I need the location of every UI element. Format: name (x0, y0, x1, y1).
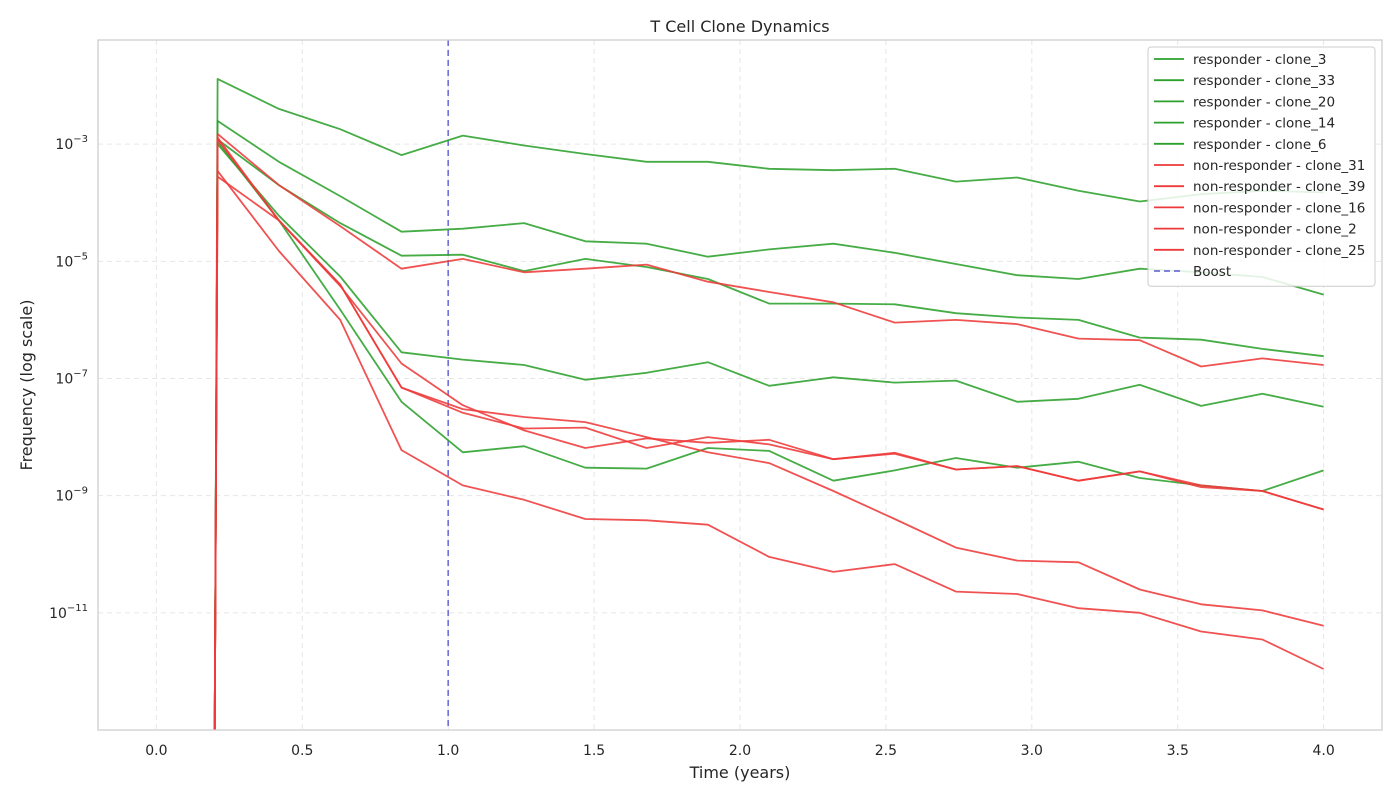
series-line-responder-clone-6 (213, 140, 1324, 731)
series-line-responder-clone-33 (213, 120, 1324, 731)
legend-label: non-responder - clone_31 (1193, 158, 1365, 174)
x-tick-label: 3.5 (1167, 743, 1189, 759)
series-line-non-responder-clone-2 (213, 169, 1324, 731)
legend-label: responder - clone_14 (1193, 116, 1335, 132)
x-tick-label: 2.5 (875, 743, 897, 759)
chart-title: T Cell Clone Dynamics (649, 17, 829, 36)
x-axis-label: Time (years) (689, 763, 791, 782)
x-tick-label: 0.5 (291, 743, 313, 759)
series-line-responder-clone-20 (213, 138, 1324, 731)
x-tick-label: 1.5 (583, 743, 605, 759)
legend-label: non-responder - clone_25 (1193, 243, 1365, 259)
x-axis-ticks: 0.0 0.5 1.0 1.5 2.0 2.5 3.0 3.5 4.0 (145, 743, 1335, 759)
y-axis-label: Frequency (log scale) (17, 300, 36, 471)
series-lines (213, 78, 1324, 731)
legend-label: non-responder - clone_16 (1193, 200, 1365, 216)
series-line-responder-clone-3 (213, 78, 1324, 731)
series-line-non-responder-clone-31 (213, 132, 1324, 731)
legend: responder - clone_3 responder - clone_33r… (1147, 46, 1376, 287)
legend-label: responder - clone_6 (1193, 137, 1327, 153)
x-tick-label: 4.0 (1313, 743, 1335, 759)
plot-frame (97, 39, 1383, 731)
series-line-non-responder-clone-25 (213, 175, 1324, 731)
x-tick-label: 1.0 (437, 743, 459, 759)
legend-label: responder - clone_20 (1193, 94, 1335, 110)
legend-label: responder - clone_33 (1193, 73, 1335, 89)
series-line-responder-clone-14 (213, 143, 1324, 731)
x-tick-label: 0.0 (145, 743, 167, 759)
x-tick-label: 3.0 (1021, 743, 1043, 759)
legend-label: responder - clone_3 (1193, 52, 1327, 68)
legend-box (1147, 46, 1376, 287)
x-tick-label: 2.0 (729, 743, 751, 759)
legend-label: Boost (1193, 264, 1231, 280)
legend-label: non-responder - clone_39 (1193, 179, 1365, 195)
legend-label: non-responder - clone_2 (1193, 222, 1357, 238)
